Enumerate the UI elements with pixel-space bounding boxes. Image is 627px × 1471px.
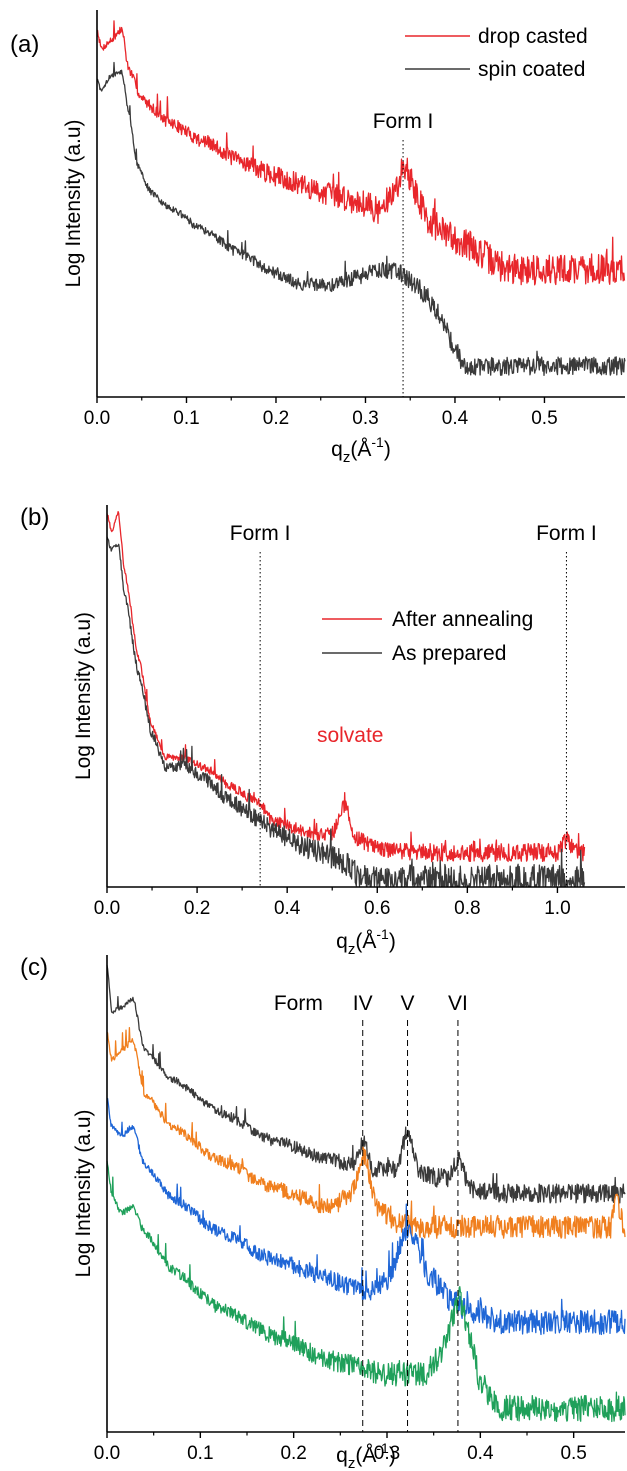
x-axis-label: qz(Å-1) (336, 926, 396, 958)
panel-label: (b) (20, 504, 49, 531)
panel-label: (c) (20, 954, 48, 981)
annotation-label-4: VI (448, 992, 468, 1015)
legend-label-2: spin coated (478, 58, 585, 81)
series-line-1 (96, 20, 626, 286)
x-tick-label: 0.1 (173, 408, 199, 429)
x-tick-label: 0.2 (263, 408, 289, 429)
x-tick-label: 0.0 (94, 898, 120, 919)
annotation-label-1: Form I (373, 110, 434, 133)
x-tick-label: 0.4 (274, 898, 301, 919)
x-tick-label: 0.6 (364, 898, 390, 919)
x-tick-label: 0.5 (531, 408, 557, 429)
x-tick-label: 0.0 (84, 408, 110, 429)
x-tick-label: 0.8 (454, 898, 480, 919)
x-tick-label: 0.2 (280, 1443, 306, 1464)
chart-panel-c: Form IV V VI 0.0 0.1 0.2 0.3 0.4 0.5 qz(Å-1) Log In… (20, 954, 626, 1471)
series-line-1 (106, 965, 626, 1204)
x-tick-label: 0.3 (352, 408, 378, 429)
annotation-label-1: Form I (230, 522, 291, 545)
series-line-1 (106, 510, 586, 863)
panel-label: (a) (10, 31, 39, 58)
series-line-2 (96, 61, 626, 376)
x-tick-label: 0.0 (94, 1443, 120, 1464)
x-tick-label: 0.4 (442, 408, 469, 429)
y-axis-label: Log Intensity (a.u) (72, 612, 95, 780)
x-tick-label: 0.4 (467, 1443, 494, 1464)
x-tick-label: 0.3 (374, 1443, 400, 1464)
legend-label-1: After annealing (392, 608, 533, 631)
legend-label-2: As prepared (392, 642, 506, 665)
y-axis-label: Log Intensity (a.u) (62, 119, 85, 287)
annotation-label-2: IV (353, 992, 373, 1015)
x-axis-label: qz(Å-1) (336, 1440, 396, 1471)
series-line-2 (106, 1027, 626, 1239)
legend-label-1: drop casted (478, 25, 588, 48)
x-tick-label: 1.0 (544, 898, 570, 919)
x-tick-label: 0.1 (187, 1443, 213, 1464)
legend: drop casted spin coated (405, 25, 588, 81)
series-line-2 (106, 536, 586, 887)
chart-panel-a: Form I 0.0 0.1 0.2 0.3 0.4 0.5 qz(Å-1) Log Inten… (10, 10, 626, 466)
x-axis-label: qz(Å-1) (331, 434, 391, 466)
annotation-label-3: V (401, 992, 415, 1015)
chart-panel-b: Form I Form I solvate 0.0 0.2 0.4 0.6 0.8 1.0 qz(… (20, 504, 625, 958)
x-tick-label: 0.2 (184, 898, 210, 919)
annotation-label-1: Form (274, 992, 323, 1015)
series-line-3 (106, 1097, 626, 1336)
x-tick-label: 0.5 (560, 1443, 586, 1464)
annotation-label-3: solvate (317, 724, 384, 747)
annotation-label-2: Form I (536, 522, 597, 545)
y-axis-label: Log Intensity (a.u) (72, 1109, 95, 1277)
series-line-4 (106, 1160, 626, 1423)
legend: After annealing As prepared (322, 608, 533, 665)
